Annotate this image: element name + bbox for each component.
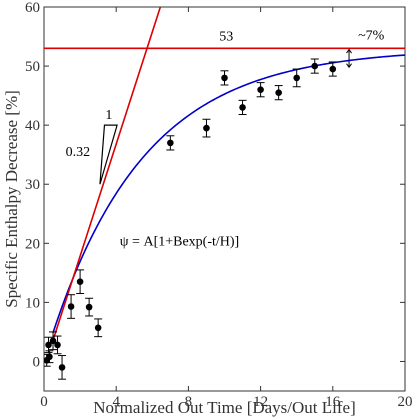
- data-marker: [257, 86, 264, 94]
- x-tick-label: 16: [325, 394, 341, 410]
- x-tick-label: 4: [112, 394, 120, 410]
- data-point: [328, 61, 337, 77]
- data-point: [67, 294, 76, 319]
- data-point: [58, 355, 67, 380]
- plot-area: [44, 7, 405, 380]
- data-marker: [49, 337, 57, 345]
- data-point: [220, 70, 229, 86]
- y-axis-label: Specific Enthalpy Decrease [%]: [2, 90, 21, 308]
- data-point: [44, 336, 53, 354]
- slope-rise-label: 0.32: [66, 145, 91, 160]
- data-marker: [45, 341, 52, 349]
- fit-curve: [52, 54, 405, 334]
- data-marker: [67, 303, 75, 310]
- data-marker: [275, 89, 282, 96]
- data-point: [292, 68, 301, 88]
- data-marker: [85, 303, 93, 311]
- data-marker: [203, 124, 210, 132]
- data-marker: [94, 324, 102, 332]
- tangent-line: [52, 7, 162, 341]
- y-tick-label: 20: [25, 236, 40, 252]
- data-marker: [76, 278, 84, 286]
- data-point: [49, 331, 58, 351]
- data-marker: [311, 62, 319, 70]
- data-point: [310, 58, 319, 74]
- fit-formula-label: ψ = A[1+Bexp(-t/H)]: [120, 235, 239, 250]
- x-axis-label: Normalized Out Time [Days/Out Life]: [93, 398, 356, 417]
- y-tick-label: 30: [25, 177, 40, 193]
- data-point: [274, 85, 283, 101]
- data-point: [76, 269, 85, 295]
- gap-label: ~7%: [358, 28, 385, 43]
- gap-arrow-head-bottom: [346, 63, 352, 69]
- y-tick-label: 10: [25, 295, 40, 311]
- data-marker: [329, 65, 337, 73]
- plot-frame: [43, 6, 406, 392]
- data-point: [238, 99, 247, 116]
- x-tick-label: 8: [185, 394, 193, 410]
- data-marker: [46, 353, 53, 361]
- y-tick-label: 40: [25, 118, 40, 134]
- data-point: [94, 318, 103, 338]
- x-tick-label: 20: [398, 394, 413, 410]
- slope-run-label: 1: [105, 108, 112, 123]
- slope-triangle: [99, 124, 118, 185]
- asymptote-label: 53: [219, 30, 233, 45]
- data-marker: [54, 341, 61, 349]
- y-tick-label: 50: [25, 59, 40, 75]
- y-tick-label: 0: [33, 354, 41, 370]
- data-point: [166, 135, 175, 151]
- data-marker: [239, 104, 246, 111]
- data-point: [256, 82, 265, 98]
- data-point: [85, 297, 94, 317]
- gap-arrow-head-top: [346, 48, 352, 54]
- y-tick-label: 60: [25, 0, 40, 16]
- x-tick-label: 0: [40, 394, 48, 410]
- x-tick-label: 12: [253, 394, 268, 410]
- data-point: [45, 350, 54, 364]
- data-marker: [293, 74, 301, 82]
- data-point: [53, 335, 62, 355]
- data-point: [202, 118, 211, 138]
- data-marker: [167, 139, 174, 147]
- data-marker: [221, 74, 228, 82]
- data-marker: [58, 364, 66, 371]
- gap-arrow: [346, 48, 352, 69]
